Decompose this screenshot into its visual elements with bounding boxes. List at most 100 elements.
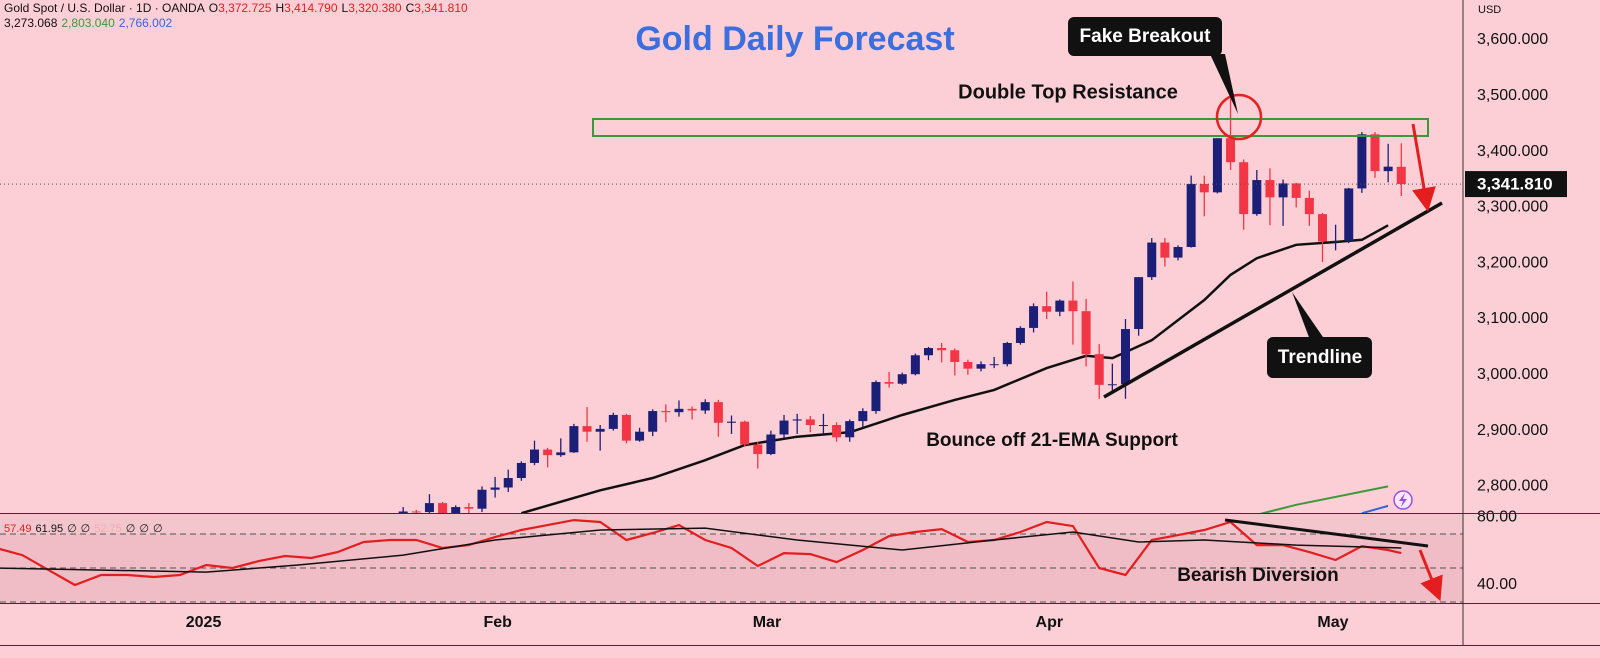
candle-body — [1291, 183, 1301, 198]
candle-body — [858, 411, 868, 422]
candle-body — [1226, 138, 1236, 163]
candle-body — [621, 414, 631, 441]
candle-body — [1002, 342, 1012, 365]
candle-body — [451, 507, 461, 513]
candle-body — [740, 421, 750, 445]
candle-body — [503, 478, 513, 488]
candle-body — [1370, 134, 1380, 172]
line-series — [1259, 485, 1389, 513]
trendline — [1103, 201, 1443, 399]
rsi-legend-value: ∅ — [139, 523, 149, 535]
candle-body — [1120, 329, 1130, 385]
candle-body — [648, 411, 658, 432]
rsi-legend-value: ∅ — [152, 523, 163, 535]
candle-body — [1015, 327, 1025, 343]
candle-body — [398, 511, 408, 513]
y-tick-label: 3,400.000 — [1477, 143, 1548, 160]
candle-body — [1055, 300, 1065, 312]
ohlc-value: 3,320.380 — [348, 1, 402, 15]
callout-box — [1267, 337, 1372, 378]
arrow — [1418, 549, 1443, 602]
candle-body — [490, 487, 500, 490]
candle-body — [950, 350, 960, 362]
header-line: 3,273.068 2,803.040 2,766.002 — [4, 16, 176, 30]
rsi-legend-value: 57.49 — [4, 523, 32, 535]
candle-body — [1252, 180, 1262, 215]
ma-value: 2,803.040 — [61, 16, 115, 30]
candle-body — [1068, 300, 1078, 312]
x-tick-label: 2025 — [186, 614, 222, 631]
candle-body — [595, 428, 605, 432]
candle-body — [700, 402, 710, 411]
resistance-zone — [592, 118, 1429, 137]
candle-body — [910, 355, 920, 375]
candle-body — [516, 462, 526, 479]
candle-body — [897, 374, 907, 384]
line-series — [0, 527, 1402, 573]
rsi-legend-value: ∅ — [80, 523, 91, 535]
rsi-legend-value: 52.75 — [94, 523, 122, 535]
y-tick-label: 3,000.000 — [1477, 366, 1548, 383]
ma-value: 2,766.002 — [118, 16, 173, 30]
ohlc-key: L — [341, 1, 349, 15]
line-series — [1361, 504, 1389, 513]
candle-body — [923, 348, 933, 356]
candle-body — [674, 408, 684, 413]
candle-body — [1186, 183, 1196, 248]
callout-pointer — [1292, 292, 1325, 340]
y-tick-label: 80.00 — [1477, 508, 1517, 525]
x-tick-label: Feb — [484, 614, 513, 631]
candle-body — [989, 364, 999, 366]
currency: USD — [1478, 4, 1501, 16]
ohlc-key: C — [405, 1, 415, 15]
candle-body — [766, 434, 776, 455]
axes: 2,800.000 2,900.000 3,000.000 3,100.000 3,20… — [186, 31, 1567, 631]
annotation: Bearish Diversion — [1177, 565, 1339, 586]
candle-body — [1029, 306, 1039, 328]
candle-body — [530, 449, 540, 463]
annotation: Fake Breakout — [1080, 26, 1212, 47]
last-price-box — [1465, 171, 1567, 198]
candle-body — [818, 425, 828, 427]
rsi-legend-value: ∅ — [67, 523, 77, 535]
ohlc: O3,372.725 H3,414.790 L3,320.380 C3,341.810 — [209, 1, 472, 15]
annotation: Trendline — [1278, 347, 1362, 368]
candle-body — [779, 420, 789, 435]
candle-body — [1331, 240, 1341, 242]
candle-body — [1134, 277, 1144, 330]
candle-body — [1383, 166, 1393, 172]
y-tick-label: 3,500.000 — [1477, 87, 1548, 104]
candle-body — [608, 414, 618, 429]
ma-value: 3,273.068 — [4, 16, 58, 30]
x-tick-label: Apr — [1036, 614, 1064, 631]
divergence-line — [1224, 518, 1429, 548]
candle-body — [1147, 242, 1157, 278]
candle-body — [832, 425, 842, 438]
candle-body — [438, 503, 448, 513]
candle-body — [1081, 311, 1091, 355]
ohlc-value: 3,372.725 — [218, 1, 272, 15]
candle-body — [1160, 242, 1170, 258]
candle-body — [635, 431, 645, 441]
candle-body — [937, 348, 947, 351]
candle-body — [1042, 306, 1052, 312]
candle-body — [792, 419, 802, 421]
candle-body — [1239, 162, 1249, 215]
candle-body — [1344, 188, 1354, 241]
breakout-circle — [1215, 93, 1263, 141]
candle-body — [713, 402, 723, 423]
line-series — [521, 224, 1389, 513]
candle-body — [543, 449, 553, 456]
candle-body — [411, 511, 421, 513]
rsi-plot — [0, 518, 1463, 603]
candle-body — [871, 382, 881, 412]
arrow — [1411, 123, 1436, 212]
candle-body — [1304, 197, 1314, 215]
ohlc-key: O — [208, 1, 219, 15]
symbol: Gold Spot / U.S. Dollar · 1D · OANDA — [4, 1, 205, 15]
candle-body — [1094, 354, 1104, 385]
candle-body — [1278, 183, 1288, 198]
candle-body — [976, 364, 986, 369]
